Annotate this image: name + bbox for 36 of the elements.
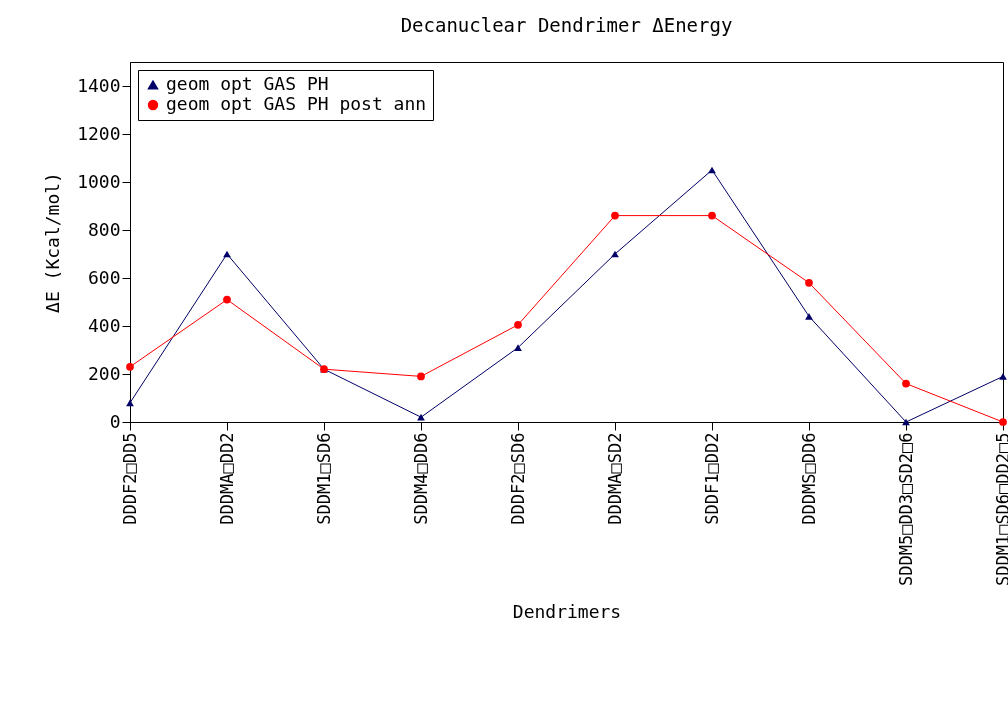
y-tick-label: 200 (87, 362, 121, 384)
chart-title: Decanuclear Dendrimer ΔEnergy (400, 14, 733, 36)
point (126, 399, 134, 407)
y-tick-label: 600 (87, 266, 121, 288)
y-tick-label: 800 (87, 218, 121, 240)
point (708, 211, 716, 220)
y-tick-label: 1000 (77, 170, 121, 192)
point (514, 344, 522, 351)
x-tick-label: DDDF2□DD5 (119, 432, 140, 525)
legend-label: geom opt GAS PH post ann (166, 93, 427, 114)
x-tick-label: DDDMS□DD6 (798, 432, 819, 525)
x-tick-label: DDDMA□DD2 (216, 432, 237, 525)
x-tick-label: DDDF2□SD6 (507, 432, 528, 525)
y-tick-label: 1200 (77, 122, 121, 144)
legend-label: geom opt GAS PH (166, 73, 329, 94)
x-tick-label: DDDMA□SD2 (604, 432, 625, 525)
point (514, 320, 522, 329)
y-tick-label: 1400 (77, 74, 121, 96)
y-tick-label: 0 (109, 410, 121, 432)
point (126, 362, 134, 371)
point (417, 413, 425, 421)
point (805, 278, 813, 287)
x-tick-label: SDDM1□SD6 (313, 432, 334, 525)
point (417, 372, 425, 381)
point (999, 418, 1007, 426)
point (902, 379, 910, 388)
point (611, 211, 619, 220)
y-axis-title: ΔE (Kcal/mol) (42, 172, 64, 313)
x-tick-label: SDDM5□DD3□SD2□6 (895, 432, 916, 587)
point (805, 313, 813, 320)
y-tick-label: 400 (87, 314, 121, 336)
x-tick-label: SDDF1□DD2 (701, 432, 722, 525)
x-tick-label: SDDM4□DD6 (410, 432, 431, 525)
point (223, 295, 231, 304)
point (999, 373, 1007, 380)
x-axis-title: Dendrimers (512, 601, 622, 623)
